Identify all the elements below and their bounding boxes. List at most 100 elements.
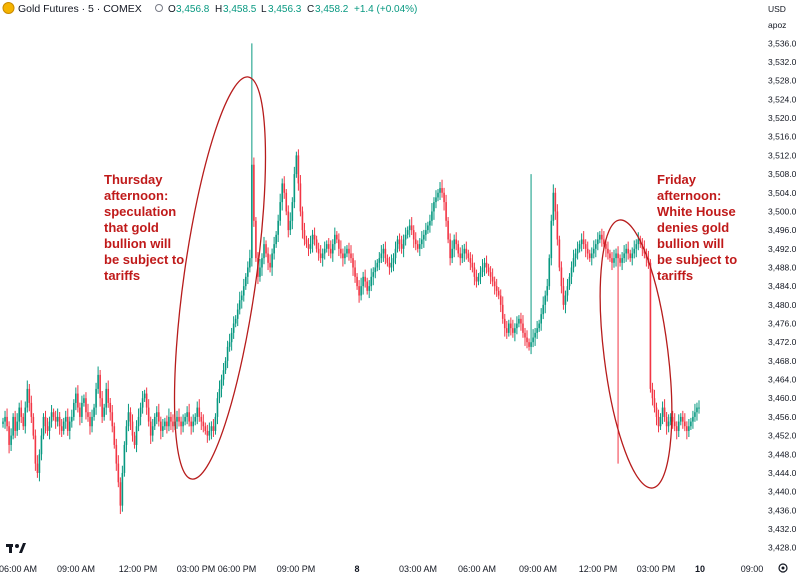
y-tick-label: 3,428.0 [768, 543, 797, 553]
candle-body [202, 421, 205, 427]
candle-body [443, 192, 445, 203]
candle-body [497, 290, 500, 296]
gear-icon[interactable] [778, 563, 788, 573]
candle-body [267, 253, 269, 263]
candle-body [188, 412, 190, 422]
candle-body [212, 426, 215, 431]
candle-body [414, 239, 417, 245]
candle-body [637, 239, 640, 245]
y-tick-label: 3,504.0 [768, 188, 797, 198]
candle-body [574, 253, 577, 259]
candle-body [42, 416, 45, 436]
candle-body [459, 253, 462, 259]
candle-body [495, 286, 498, 291]
y-tick-label: 3,432.0 [768, 524, 797, 534]
candle-body [200, 416, 203, 422]
candle-body [129, 412, 132, 422]
candle-body [236, 309, 239, 319]
change-value: +1.4 (+0.04%) [354, 4, 417, 15]
candle-body [273, 244, 275, 254]
currency-label[interactable]: USD [768, 4, 786, 14]
candle-body [184, 416, 186, 422]
candle-body [352, 258, 354, 268]
candle-body [578, 244, 581, 249]
candle-body [649, 262, 652, 389]
candle-body [609, 253, 611, 259]
candle-body [52, 412, 55, 417]
candle-body [91, 416, 93, 427]
candle-body [317, 248, 320, 254]
candle-body [686, 426, 688, 431]
x-tick-label: 06:00 AM [0, 564, 37, 574]
time-axis[interactable]: 06:00 AM 09:00 AM 12:00 PM 03:00 PM 06:00 PM… [0, 564, 763, 574]
candle-body [631, 253, 634, 259]
candle-body [520, 318, 522, 324]
y-tick-label: 3,440.0 [768, 487, 797, 497]
candle-body [321, 253, 324, 259]
candle-body [164, 421, 166, 427]
candle-body [228, 342, 231, 347]
candle-body [552, 192, 555, 221]
candle-body [160, 421, 162, 431]
candle-body [135, 426, 138, 445]
candle-body [44, 416, 47, 427]
candle-body [299, 183, 302, 212]
candle-body [372, 272, 375, 277]
unit-label[interactable]: apoz [768, 20, 786, 30]
candle-body [400, 244, 403, 249]
candle-body [528, 342, 530, 347]
candle-body [226, 346, 229, 361]
candle-body [479, 272, 482, 277]
candle-body [123, 444, 126, 473]
candle-body [46, 426, 49, 431]
tradingview-logo-icon[interactable] [6, 543, 26, 553]
candle-body [22, 416, 25, 427]
candle-body [68, 421, 71, 431]
candle-body [522, 323, 524, 333]
candle-body [170, 416, 172, 422]
candle-body [109, 402, 112, 413]
high-value: 3,458.5 [223, 4, 257, 15]
candle-body [279, 202, 281, 221]
candle-body [311, 234, 314, 245]
candle-body [473, 267, 476, 277]
candle-body [249, 258, 251, 268]
candle-body [190, 421, 192, 427]
candle-body [382, 248, 385, 254]
y-tick-label: 3,476.0 [768, 319, 797, 329]
candle-body [384, 248, 387, 259]
candle-body [665, 416, 668, 427]
candle-body [584, 244, 587, 249]
candle-body [560, 267, 563, 287]
candle-body [376, 262, 379, 268]
candle-body [360, 286, 362, 296]
close-label: C [307, 4, 314, 15]
candle-body [607, 248, 609, 254]
symbol-title[interactable]: Gold Futures · 5 · COMEX [18, 3, 142, 15]
candle-body [566, 286, 569, 296]
candle-body [499, 295, 502, 305]
candle-body [12, 416, 14, 436]
y-tick-label: 3,488.0 [768, 262, 797, 272]
price-axis[interactable]: 3,428.0 3,432.0 3,436.0 3,440.0 3,444.0 3,448… [768, 38, 797, 552]
candle-body [542, 304, 545, 315]
candle-body [283, 183, 286, 193]
candle-body [34, 435, 37, 464]
gold-symbol-icon[interactable] [2, 2, 15, 14]
candle-body [131, 421, 134, 436]
candle-body [50, 412, 53, 422]
candle-body [208, 430, 211, 436]
candle-body [503, 318, 506, 329]
y-tick-label: 3,532.0 [768, 57, 797, 67]
candle-body [485, 262, 488, 268]
candle-body [285, 192, 288, 212]
candle-body [362, 276, 364, 287]
market-status-icon[interactable] [155, 4, 163, 12]
candle-body [271, 253, 273, 268]
candle-body [410, 225, 413, 231]
candle-body [309, 244, 312, 249]
candle-body [329, 248, 332, 254]
y-tick-label: 3,524.0 [768, 94, 797, 104]
candle-body [441, 188, 443, 193]
candle-body [507, 323, 510, 333]
